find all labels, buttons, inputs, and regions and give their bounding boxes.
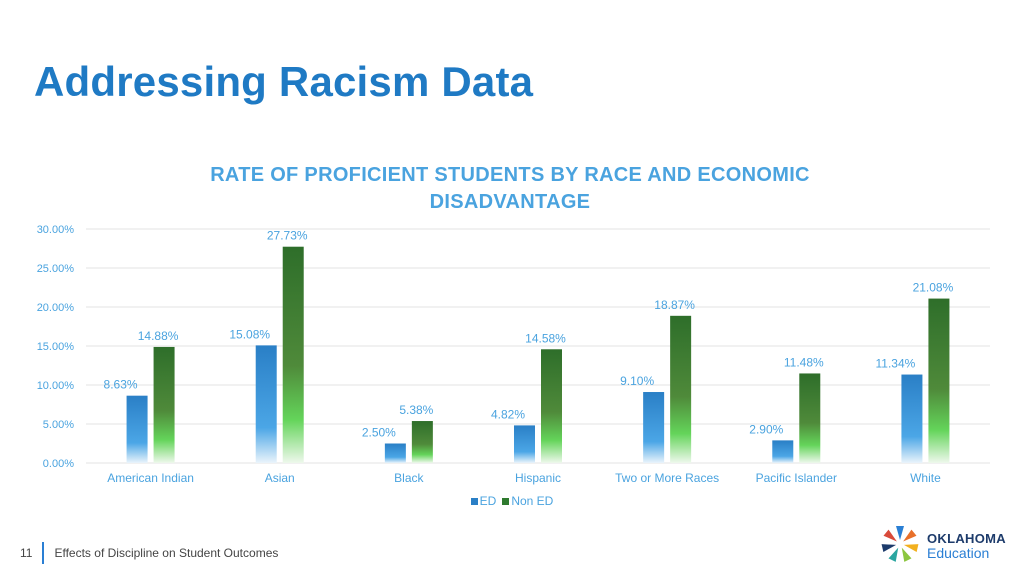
legend-item-ed: ED xyxy=(470,494,497,508)
bar-non-ed xyxy=(282,246,304,463)
data-label-non-ed: 18.87% xyxy=(654,298,695,312)
y-tick-label: 25.00% xyxy=(37,263,75,275)
y-tick-label: 5.00% xyxy=(43,419,74,431)
x-tick-label: Black xyxy=(394,471,424,485)
bar-non-ed xyxy=(799,373,821,463)
bar-chart: 0.00% 5.00% 10.00% 15.00% 20.00% 25.00% 30.00%… xyxy=(37,224,990,485)
logo-mark-icon xyxy=(881,526,919,562)
legend-label-non-ed: Non ED xyxy=(511,494,554,508)
data-label-non-ed: 14.88% xyxy=(138,329,179,343)
logo-text-oklahoma: OKLAHOMA xyxy=(927,531,1006,546)
bar-non-ed xyxy=(928,298,950,463)
chart-legend: ED Non ED xyxy=(0,494,1024,508)
y-tick-label: 20.00% xyxy=(37,302,75,314)
x-tick-label: Pacific Islander xyxy=(756,471,837,485)
data-label-ed: 8.63% xyxy=(104,378,138,392)
data-label-ed: 2.90% xyxy=(749,422,783,436)
x-tick-label: Hispanic xyxy=(515,471,561,485)
page-number: 11 xyxy=(20,546,33,560)
x-tick-label: Asian xyxy=(265,471,295,485)
data-label-ed: 2.50% xyxy=(362,426,396,440)
x-tick-label: Two or More Races xyxy=(615,471,719,485)
data-label-ed: 9.10% xyxy=(620,374,654,388)
data-label-non-ed: 27.73% xyxy=(267,229,308,243)
data-label-ed: 11.34% xyxy=(876,357,916,371)
footer-divider xyxy=(42,542,45,564)
bar-non-ed xyxy=(670,315,692,463)
legend-label-ed: ED xyxy=(479,494,497,508)
data-label-ed: 4.82% xyxy=(491,407,525,421)
legend-swatch-ed xyxy=(470,497,478,505)
bar-ed xyxy=(255,345,277,463)
oklahoma-education-logo: OKLAHOMA Education xyxy=(878,522,1008,566)
bar-non-ed xyxy=(153,346,175,463)
legend-item-non-ed: Non ED xyxy=(502,494,553,508)
bar-ed xyxy=(384,443,406,463)
y-tick-label: 15.00% xyxy=(37,341,75,353)
y-tick-label: 0.00% xyxy=(43,458,74,470)
bar-non-ed xyxy=(541,349,562,463)
data-label-non-ed: 5.38% xyxy=(399,403,433,417)
y-tick-label: 30.00% xyxy=(37,224,75,236)
bar-ed xyxy=(514,425,535,463)
bar-ed xyxy=(772,440,794,463)
slide-title: Addressing Racism Data xyxy=(34,58,534,105)
footer-text: Effects of Discipline on Student Outcome… xyxy=(54,546,279,560)
data-label-non-ed: 11.48% xyxy=(784,355,824,369)
logo-text-education: Education xyxy=(927,545,990,561)
bar-ed xyxy=(901,374,923,463)
chart-title: RATE OF PROFICIENT STUDENTS BY RACE AND … xyxy=(210,164,810,213)
y-tick-label: 10.00% xyxy=(37,380,75,392)
x-tick-label: American Indian xyxy=(107,471,194,485)
data-label-ed: 15.08% xyxy=(229,327,270,341)
data-label-non-ed: 21.08% xyxy=(913,281,954,295)
bar-non-ed xyxy=(411,421,433,463)
data-label-non-ed: 14.58% xyxy=(525,331,566,345)
bar-ed xyxy=(126,395,148,463)
legend-swatch-non-ed xyxy=(502,497,510,505)
bar-ed xyxy=(643,392,665,463)
slide-footer: 11 Effects of Discipline on Student Outc… xyxy=(20,542,278,564)
x-tick-label: White xyxy=(910,471,941,485)
